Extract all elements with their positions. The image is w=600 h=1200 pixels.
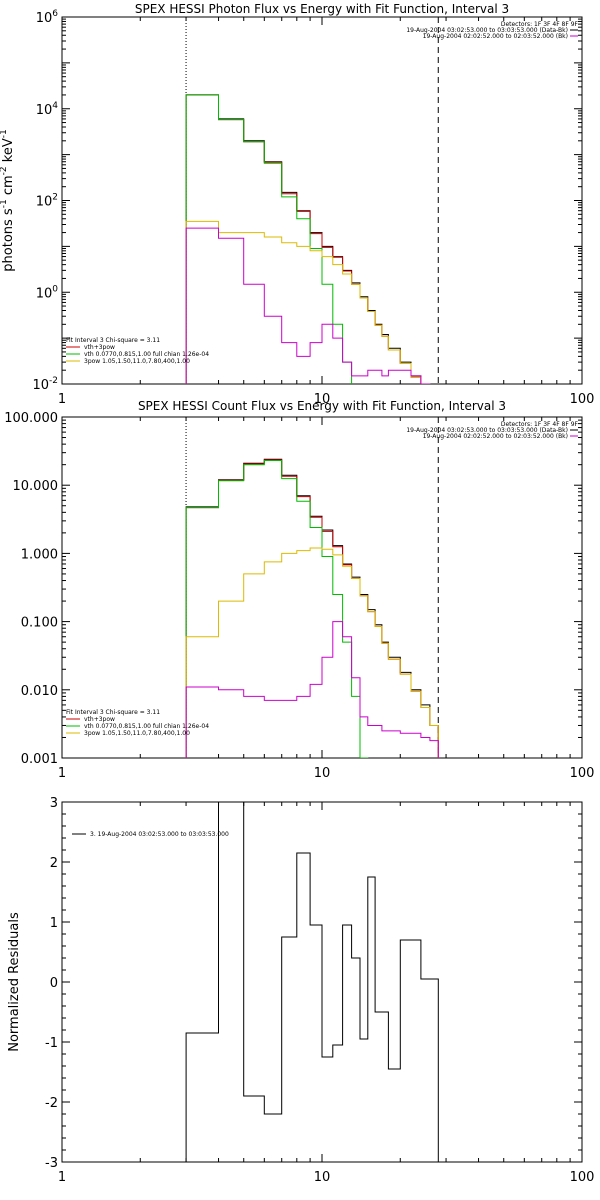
- y-tick-base: 10: [36, 195, 53, 210]
- series-group: [185, 802, 439, 1162]
- chart-title: SPEX HESSI Count Flux vs Energy with Fit…: [138, 399, 506, 413]
- legend-bottom-item: vth 0.0770,0.815,1.00 full chian 1.26e-0…: [84, 723, 209, 730]
- series-group: [185, 458, 439, 758]
- y-label-part: Normalized Residuals: [7, 912, 22, 1052]
- y-tick-base: 10: [36, 103, 53, 118]
- x-tick-label: 10: [314, 766, 331, 781]
- photon-flux-panel: SPEX HESSI Photon Flux vs Energy with Fi…: [0, 2, 595, 407]
- x-tick-label: 100: [570, 1170, 595, 1185]
- legend-top-item: 19-Aug-2004 03:02:53.000 to 03:03:53.000…: [406, 427, 568, 434]
- y-tick-label: 10.000: [13, 479, 59, 494]
- y-tick-label: -1: [45, 1036, 58, 1051]
- y-tick-label: -3: [45, 1156, 58, 1171]
- series-vth-line: [185, 94, 353, 384]
- legend-bottom-item: 3pow 1.05,1.50,11.0,7.80,400,1.00: [84, 730, 190, 737]
- chart-title: SPEX HESSI Photon Flux vs Energy with Fi…: [135, 2, 509, 16]
- x-tick-label: 100: [570, 766, 595, 781]
- y-label-part: photons s: [1, 208, 16, 272]
- series-bk-line: [185, 227, 431, 384]
- y-tick-exp: 2: [52, 193, 58, 203]
- x-tick-label: 10: [314, 392, 331, 407]
- y-tick-base: 10: [36, 286, 53, 301]
- y-tick-label: 0: [50, 976, 58, 991]
- x-tick-label: 1: [58, 1170, 66, 1185]
- x-tick-label: 1: [58, 766, 66, 781]
- y-tick-label: 100: [36, 284, 59, 301]
- y-tick-exp: 0: [52, 284, 58, 294]
- y-tick-exp: 6: [52, 9, 58, 19]
- y-tick-base: 10: [36, 11, 53, 26]
- y-tick-label: 1: [50, 916, 58, 931]
- series-3pow-line: [185, 547, 439, 758]
- series-bk-line: [185, 621, 439, 758]
- y-tick-label: -2: [45, 1096, 58, 1111]
- legend-bottom-item: vth+3pow: [84, 716, 115, 723]
- y-tick-label: 2: [50, 856, 58, 871]
- y-tick-base: 10: [32, 378, 49, 393]
- series-group: [185, 94, 431, 384]
- y-label-part: -1: [0, 129, 9, 138]
- y-axis-label: Normalized Residuals: [7, 912, 22, 1052]
- legend-bottom-item: 3pow 1.05,1.50,11.0,7.80,400,1.00: [84, 358, 190, 365]
- y-axis-label: photons s-1 cm-2 keV-1: [0, 129, 16, 271]
- x-tick-label: 10: [314, 1170, 331, 1185]
- legend-top-item: Detectors: 1F 3F 4F 8F 9F: [501, 21, 579, 28]
- y-label-part: keV: [1, 138, 16, 166]
- series-3pow-line: [185, 220, 422, 384]
- y-tick-label: 100.000: [4, 411, 58, 426]
- legend-top-item: 19-Aug-2004 03:02:53.000 to 03:03:53.000…: [406, 27, 568, 34]
- y-tick-label: 0.001: [21, 752, 58, 767]
- y-tick-exp: 4: [52, 101, 58, 111]
- y-tick-label: 0.100: [21, 616, 58, 631]
- legend-bottom-item: Fit Interval 3 Chi-square = 3.11: [66, 337, 160, 344]
- legend-top-item: 19-Aug-2004 02:02:52.000 to 02:03:52.000…: [423, 433, 568, 440]
- y-tick-label: 1.000: [21, 547, 58, 562]
- y-tick-label: 106: [36, 9, 59, 26]
- y-tick-label: 10-2: [32, 376, 58, 393]
- y-tick-label: 0.010: [21, 684, 58, 699]
- y-tick-label: 102: [36, 193, 58, 210]
- series-3-19-aug-2004-03-02-53-000-to-03-03-53-000-line: [185, 802, 439, 1162]
- y-label-part: cm: [1, 175, 16, 199]
- legend-bottom-item: vth+3pow: [84, 344, 115, 351]
- series-vth-line: [185, 460, 369, 758]
- y-tick-exp: -2: [49, 376, 58, 386]
- legend-item: 3. 19-Aug-2004 03:02:53.000 to 03:03:53.…: [90, 831, 229, 838]
- y-tick-label: 104: [36, 101, 59, 118]
- y-label-part: -2: [0, 166, 9, 175]
- legend-top-item: Detectors: 1F 3F 4F 8F 9F: [501, 421, 579, 428]
- y-label-part: -1: [0, 199, 9, 208]
- count-flux-panel: SPEX HESSI Count Flux vs Energy with Fit…: [4, 399, 595, 781]
- y-tick-label: 3: [50, 796, 58, 811]
- legend-bottom-item: vth 0.0770,0.815,1.00 full chian 1.26e-0…: [84, 351, 209, 358]
- x-tick-label: 1: [58, 392, 66, 407]
- legend-top-item: 19-Aug-2004 02:02:52.000 to 02:03:52.000…: [423, 33, 568, 40]
- plot-frame: [61, 416, 583, 759]
- x-tick-label: 100: [570, 392, 595, 407]
- legend-bottom-item: Fit Interval 3 Chi-square = 3.11: [66, 709, 160, 716]
